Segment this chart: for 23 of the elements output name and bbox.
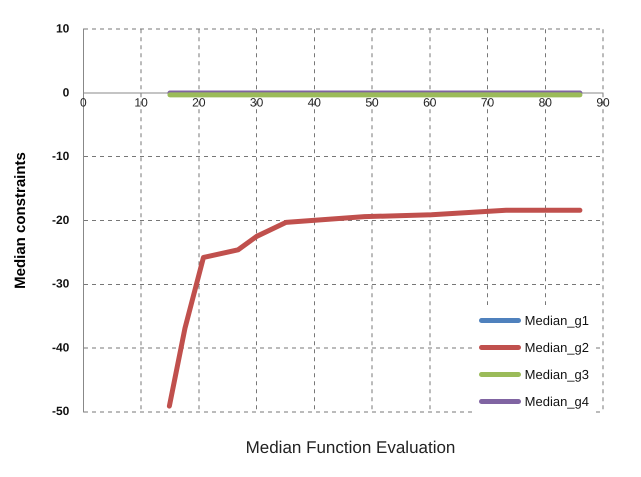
x-tick-label: 30 [250, 95, 264, 110]
y-tick-label: -40 [52, 340, 70, 354]
x-tick-label: 0 [80, 95, 87, 110]
legend-label: Median_g2 [524, 340, 589, 355]
y-axis-title: Median constraints [12, 152, 30, 289]
legend-label: Median_g1 [524, 313, 589, 328]
legend-label: Median_g3 [524, 367, 589, 382]
y-tick-label: -20 [52, 212, 70, 227]
x-tick-label: 90 [596, 95, 610, 110]
legend-label: Median_g4 [524, 394, 589, 409]
x-tick-label: 70 [480, 95, 495, 110]
x-tick-label: 60 [423, 95, 437, 110]
x-tick-label: 80 [538, 95, 552, 110]
x-tick-label: 50 [365, 95, 380, 110]
x-tick-label: 20 [192, 95, 206, 110]
x-tick-label: 40 [308, 95, 322, 110]
y-tick-label: 0 [62, 85, 70, 100]
y-tick-label: -10 [52, 149, 70, 164]
y-tick-label: 10 [56, 22, 70, 36]
x-tick-label: 10 [134, 95, 148, 110]
y-tick-label: -50 [52, 404, 70, 418]
x-axis-title: Median Function Evaluation [244, 438, 456, 458]
y-tick-label: -30 [52, 276, 70, 291]
